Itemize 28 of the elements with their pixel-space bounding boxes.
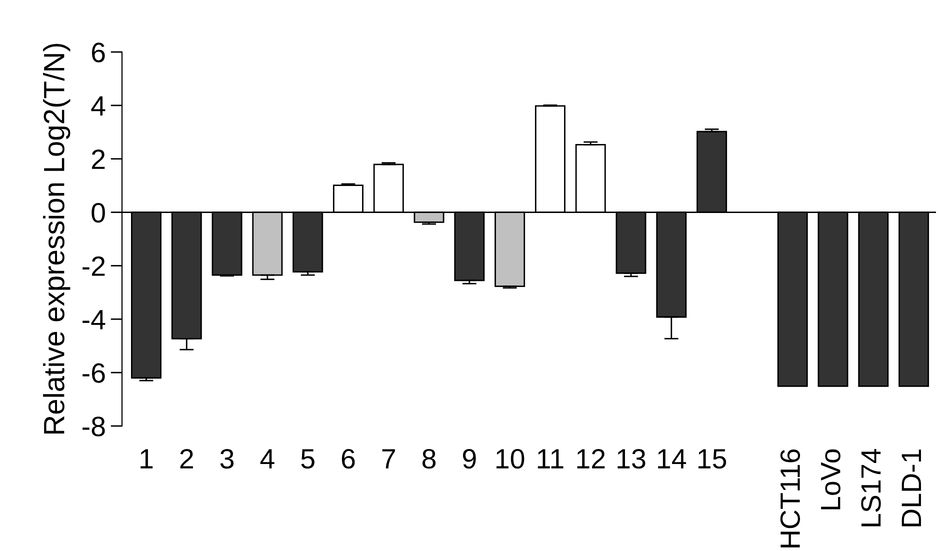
x-tick-label: 6 <box>342 448 355 469</box>
y-tick-label: -2 <box>82 256 105 276</box>
y-tick-label: -6 <box>82 363 105 383</box>
x-tick-label: LoVo <box>821 449 840 510</box>
x-tick-label: 3 <box>220 448 234 469</box>
x-tick-label: 13 <box>618 448 646 469</box>
x-tick-label: 5 <box>301 449 314 469</box>
x-tick-label: 12 <box>577 448 605 468</box>
y-tick-label: -4 <box>82 310 106 330</box>
x-tick-label: 8 <box>422 448 436 469</box>
x-tick-label: 10 <box>496 448 524 469</box>
x-tick-label: 15 <box>698 449 726 469</box>
x-tick-label: 4 <box>260 449 274 468</box>
x-tick-label: 1 <box>140 449 153 468</box>
x-tick-label: 9 <box>462 448 476 469</box>
y-tick-label: 0 <box>92 202 105 223</box>
x-tick-label: HCT116 <box>780 449 800 548</box>
x-tick-label: 11 <box>538 449 564 468</box>
y-tick-label: -8 <box>82 416 105 436</box>
x-tick-label: LS174 <box>861 449 881 526</box>
y-tick-label: 2 <box>92 150 105 169</box>
x-tick-label: 2 <box>180 448 193 468</box>
y-tick-label: 4 <box>91 96 106 116</box>
y-tick-label: 6 <box>92 42 105 62</box>
y-axis-title: Relative expression Log2(T/N) <box>43 44 70 434</box>
x-tick-label: DLD-1 <box>902 450 921 526</box>
x-tick-label: 14 <box>658 449 686 468</box>
x-tick-label: 7 <box>382 449 395 468</box>
